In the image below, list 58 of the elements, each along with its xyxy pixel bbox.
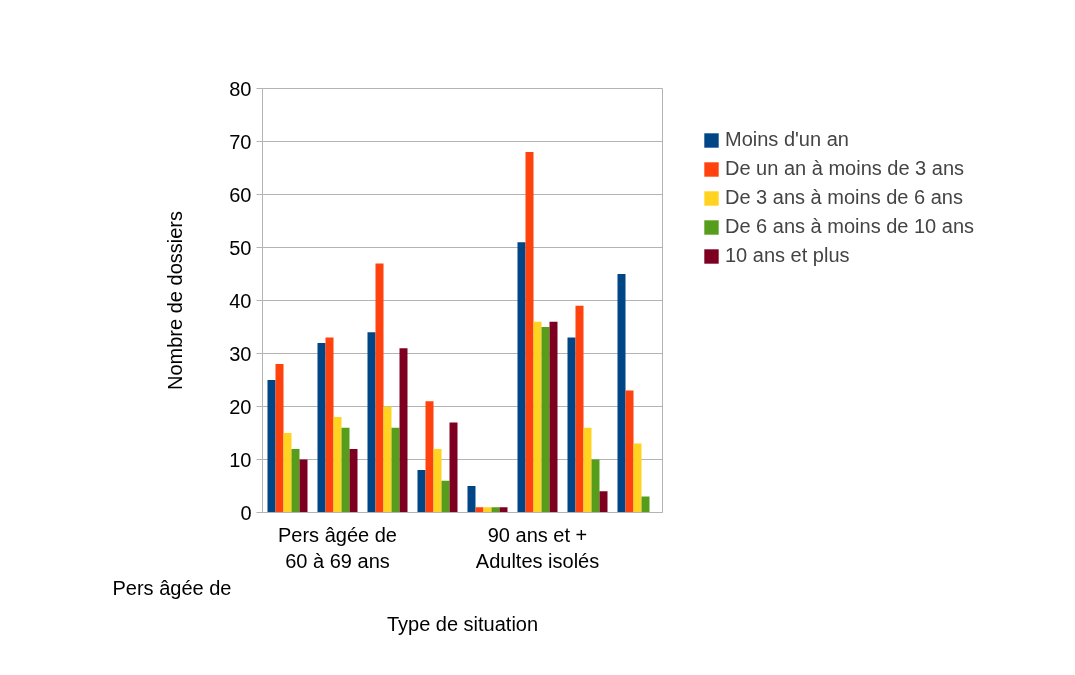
bar (317, 342, 326, 513)
x-tick-label: 90 ans et + Adultes isolés (475, 523, 600, 572)
y-tick-label: 0 (240, 501, 252, 524)
bar (599, 491, 608, 513)
bar (375, 263, 384, 513)
bar (591, 459, 600, 513)
bar (367, 332, 376, 513)
y-tick-label: 80 (229, 77, 252, 100)
bar (467, 486, 476, 513)
bar (475, 507, 484, 513)
bar (525, 152, 534, 513)
y-tick-label: 70 (229, 130, 252, 153)
y-tick-label: 30 (229, 342, 252, 365)
bar (517, 242, 526, 513)
bar (625, 390, 634, 513)
bar (325, 337, 334, 513)
bar (399, 348, 408, 513)
bar (541, 327, 550, 513)
bar (425, 401, 434, 513)
bar (391, 427, 400, 513)
legend-label: Moins d'un an (725, 128, 849, 151)
bar (617, 274, 626, 513)
legend-label: De 3 ans à moins de 6 ans (725, 186, 963, 209)
y-tick-label: 20 (229, 395, 252, 418)
bar (483, 507, 492, 513)
bar (633, 443, 642, 513)
legend-label: De 6 ans à moins de 10 ans (725, 215, 975, 238)
legend-label: De un an à moins de 3 ans (725, 157, 965, 180)
bar (299, 459, 308, 513)
bar (441, 480, 450, 513)
y-tick-label: 60 (229, 183, 252, 206)
legend-label: 10 ans et plus (725, 244, 850, 267)
x-tick-label: Pers âgée de 60 à 69 ans (278, 523, 397, 572)
bar (333, 417, 342, 513)
bar (349, 448, 358, 513)
y-tick-label: 50 (229, 236, 252, 259)
bar (275, 364, 284, 513)
bar (491, 507, 500, 513)
bar (283, 433, 292, 513)
bar (433, 448, 442, 513)
bar (583, 427, 592, 513)
bar (575, 305, 584, 513)
bar (567, 337, 576, 513)
bar (641, 496, 650, 513)
bar (267, 380, 276, 513)
bar (533, 321, 542, 513)
x-axis-title: Type de situation (386, 613, 539, 635)
y-tick-label: 40 (229, 289, 252, 312)
bar (383, 406, 392, 513)
bar (499, 507, 508, 513)
bar (291, 448, 300, 513)
bar (549, 321, 558, 513)
bar (449, 422, 458, 513)
text: Pers âgée de (112, 576, 232, 599)
y-tick-label: 10 (229, 448, 252, 471)
bar (341, 427, 350, 513)
bar (417, 470, 426, 513)
y-axis-title: Nombre de dossiers (164, 211, 187, 390)
